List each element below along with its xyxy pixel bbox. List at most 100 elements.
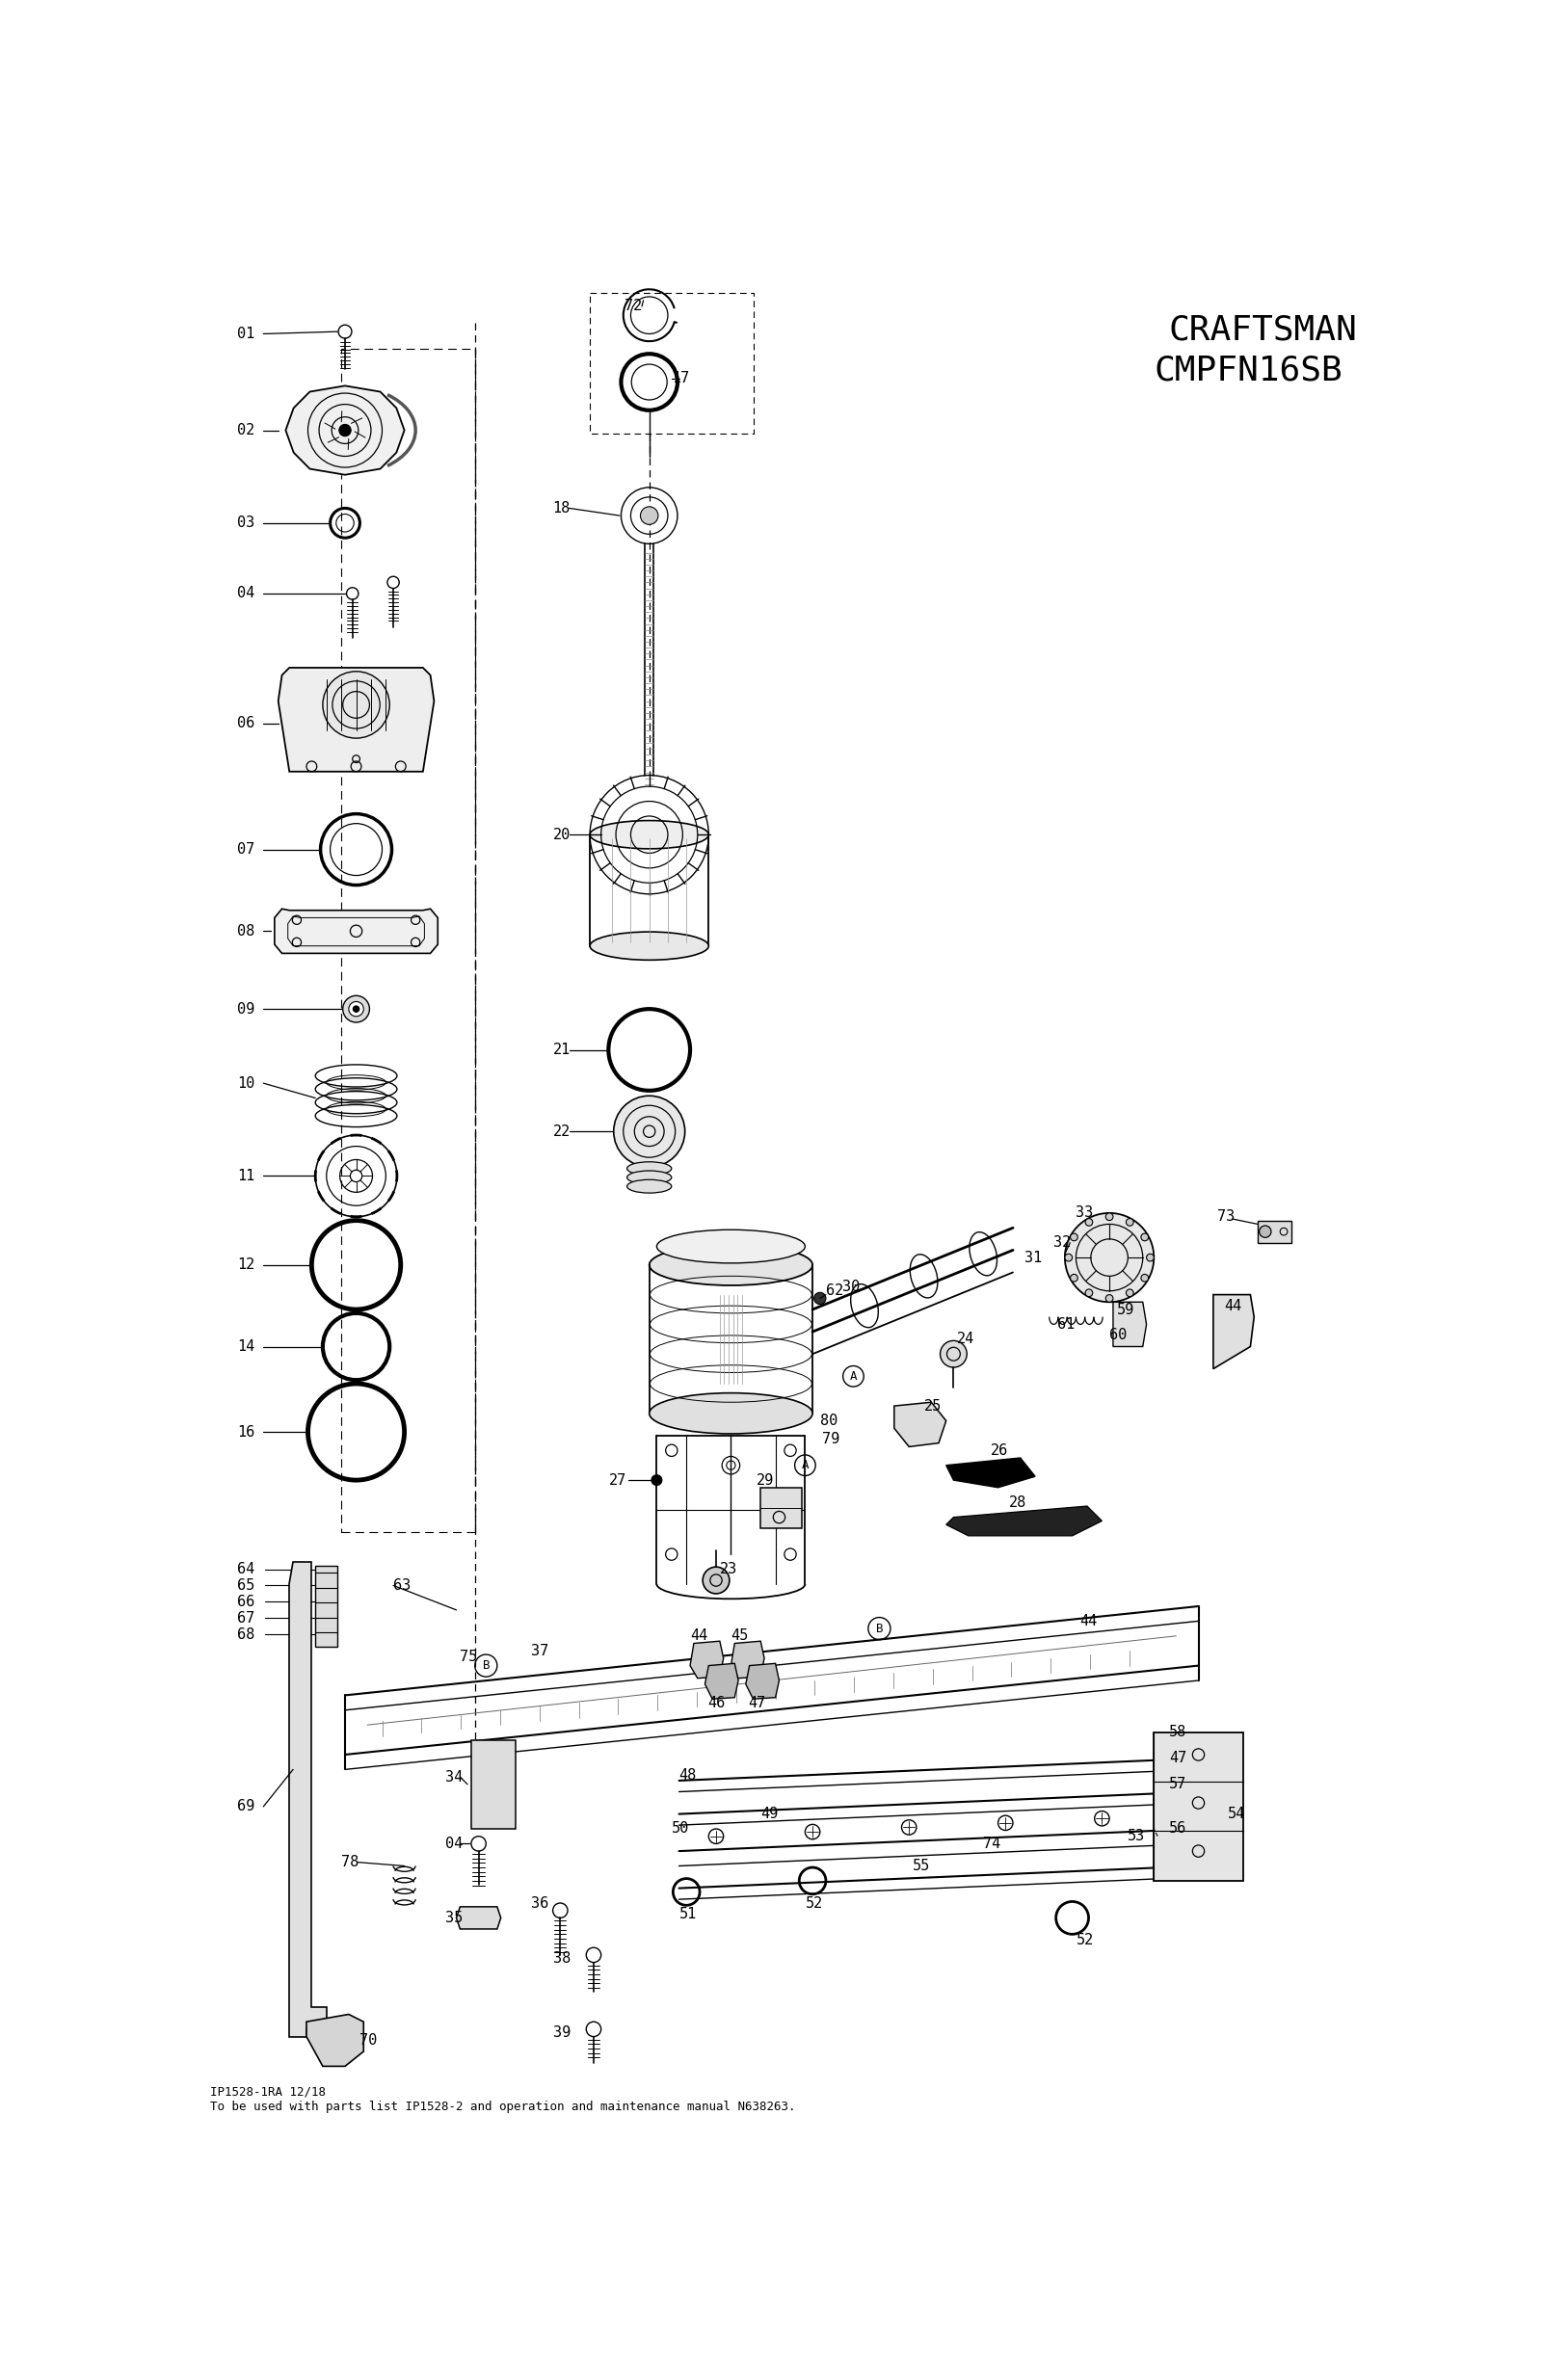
Circle shape: [1086, 1290, 1093, 1297]
Text: 10: 10: [237, 1076, 254, 1090]
Text: 24: 24: [958, 1333, 975, 1347]
Ellipse shape: [657, 1230, 805, 1264]
Text: 44: 44: [1224, 1299, 1241, 1314]
Circle shape: [342, 995, 370, 1023]
Text: 21: 21: [554, 1042, 571, 1057]
Text: 09: 09: [237, 1002, 254, 1016]
Text: 34: 34: [446, 1771, 463, 1785]
Text: 08: 08: [237, 923, 254, 938]
Text: 51: 51: [678, 1906, 697, 1921]
Bar: [316, 1566, 338, 1647]
Text: 68: 68: [237, 1628, 254, 1642]
Ellipse shape: [628, 1180, 672, 1192]
Text: 06: 06: [237, 716, 254, 731]
Circle shape: [632, 364, 668, 400]
Text: 45: 45: [731, 1628, 748, 1642]
Text: 69: 69: [237, 1799, 254, 1814]
Text: 70: 70: [359, 2033, 378, 2047]
Text: 60: 60: [1109, 1328, 1127, 1342]
Polygon shape: [290, 1561, 327, 2037]
Polygon shape: [274, 909, 438, 954]
Text: 74: 74: [984, 1837, 1001, 1852]
Polygon shape: [894, 1402, 947, 1447]
Circle shape: [1141, 1233, 1149, 1240]
Text: 35: 35: [446, 1911, 463, 1925]
Polygon shape: [307, 2013, 364, 2066]
Text: 38: 38: [554, 1952, 571, 1966]
Circle shape: [652, 1476, 662, 1485]
Circle shape: [1086, 1219, 1093, 1226]
Text: 79: 79: [822, 1433, 840, 1447]
Ellipse shape: [649, 1392, 813, 1433]
Polygon shape: [1214, 1295, 1254, 1368]
Text: CMPFN16SB: CMPFN16SB: [1153, 355, 1343, 388]
Polygon shape: [947, 1507, 1103, 1535]
Text: A: A: [802, 1459, 808, 1471]
Circle shape: [1106, 1214, 1113, 1221]
Text: 17: 17: [672, 371, 689, 386]
Circle shape: [1260, 1226, 1271, 1238]
Polygon shape: [456, 1906, 501, 1930]
Text: 01: 01: [237, 326, 254, 340]
Polygon shape: [746, 1664, 779, 1699]
Text: 44: 44: [691, 1628, 708, 1642]
Text: 33: 33: [1076, 1207, 1093, 1221]
Text: 62: 62: [827, 1283, 843, 1297]
Circle shape: [640, 507, 658, 524]
Text: 39: 39: [554, 2025, 571, 2040]
Text: 44: 44: [1079, 1614, 1098, 1628]
Text: 29: 29: [757, 1473, 774, 1488]
Text: 46: 46: [708, 1695, 725, 1709]
Bar: [1153, 1733, 1243, 1880]
Text: 54: 54: [1227, 1806, 1246, 1821]
Ellipse shape: [591, 821, 709, 850]
Circle shape: [1066, 1254, 1072, 1261]
Circle shape: [1126, 1219, 1133, 1226]
Text: 64: 64: [237, 1561, 254, 1576]
Ellipse shape: [591, 933, 709, 959]
Text: 22: 22: [554, 1123, 571, 1138]
Text: 14: 14: [237, 1340, 254, 1354]
Circle shape: [703, 1566, 729, 1595]
Text: 28: 28: [1008, 1495, 1027, 1509]
Text: 55: 55: [913, 1859, 930, 1873]
Text: 66: 66: [237, 1595, 254, 1609]
Text: 56: 56: [1169, 1821, 1186, 1835]
Text: A: A: [850, 1371, 857, 1383]
Text: 75: 75: [460, 1649, 478, 1664]
Circle shape: [339, 424, 352, 436]
Text: 03: 03: [237, 516, 254, 531]
Text: 61: 61: [1058, 1316, 1075, 1330]
Circle shape: [814, 1292, 827, 1304]
Circle shape: [941, 1340, 967, 1368]
Text: 27: 27: [609, 1473, 628, 1488]
Text: 31: 31: [1024, 1250, 1042, 1264]
Circle shape: [1126, 1290, 1133, 1297]
Circle shape: [348, 1002, 364, 1016]
Text: 52: 52: [805, 1897, 823, 1911]
Circle shape: [1066, 1214, 1153, 1302]
Polygon shape: [1113, 1302, 1147, 1347]
Text: 47: 47: [1169, 1752, 1186, 1766]
Text: 72: 72: [625, 300, 641, 314]
Polygon shape: [947, 1459, 1035, 1488]
Ellipse shape: [628, 1161, 672, 1176]
Text: 52: 52: [1076, 1933, 1093, 1947]
Text: 58: 58: [1169, 1726, 1186, 1740]
Text: 02: 02: [237, 424, 254, 438]
Text: 23: 23: [720, 1561, 737, 1576]
Text: 65: 65: [237, 1578, 254, 1592]
Text: 80: 80: [820, 1414, 837, 1428]
Polygon shape: [731, 1642, 765, 1678]
Circle shape: [1070, 1233, 1078, 1240]
Text: 59: 59: [1116, 1302, 1135, 1316]
Text: 49: 49: [760, 1806, 779, 1821]
Ellipse shape: [649, 1245, 813, 1285]
Text: 30: 30: [842, 1280, 860, 1295]
Text: 26: 26: [990, 1442, 1008, 1457]
Circle shape: [1070, 1273, 1078, 1283]
Text: 67: 67: [237, 1611, 254, 1626]
Circle shape: [1147, 1254, 1153, 1261]
Text: To be used with parts list IP1528-2 and operation and maintenance manual N638263: To be used with parts list IP1528-2 and …: [210, 2102, 796, 2113]
Text: 12: 12: [237, 1257, 254, 1273]
